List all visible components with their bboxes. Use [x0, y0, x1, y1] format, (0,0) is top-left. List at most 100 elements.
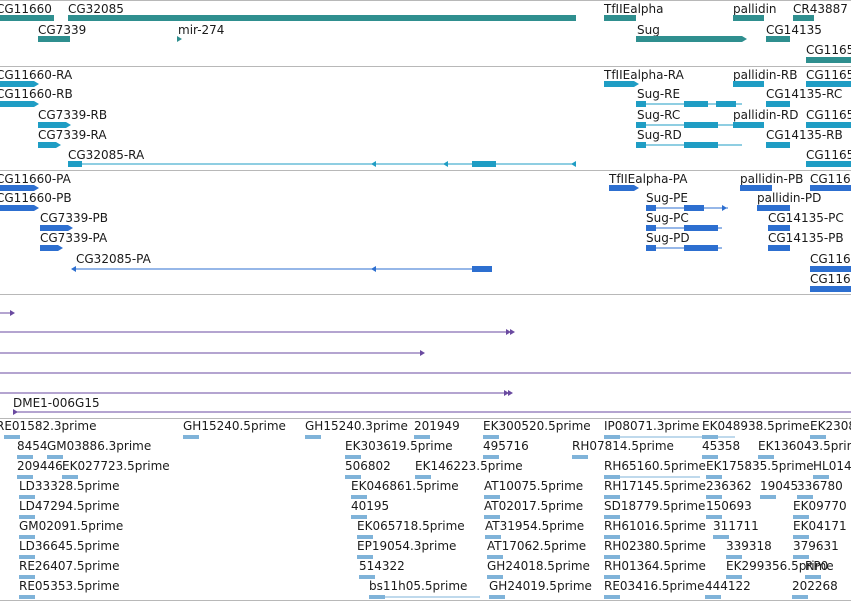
- est-label[interactable]: 311711: [713, 519, 759, 533]
- est-label[interactable]: RH01364.5prime: [604, 559, 706, 573]
- est-label[interactable]: RH17145.5prime: [604, 479, 706, 493]
- protein-label[interactable]: CG116: [810, 272, 851, 286]
- est-label[interactable]: HL014: [813, 459, 851, 473]
- mrna-label[interactable]: CG14135-RC: [766, 87, 843, 101]
- est-label[interactable]: GH15240.3prime: [305, 419, 408, 433]
- est-label[interactable]: LD33328.5prime: [19, 479, 120, 493]
- est-label[interactable]: 150693: [706, 499, 752, 513]
- protein-label[interactable]: Sug-PC: [646, 211, 689, 225]
- mrna-label[interactable]: Sug-RE: [637, 87, 681, 101]
- mrna-label[interactable]: pallidin-RB: [733, 68, 798, 82]
- est-label[interactable]: 40195: [351, 499, 390, 513]
- est-label[interactable]: RP0: [805, 559, 829, 573]
- protein-label[interactable]: CG116: [810, 172, 851, 186]
- est-label[interactable]: 45358: [702, 439, 741, 453]
- est-label[interactable]: EK303619.5prime: [345, 439, 453, 453]
- mrna-label[interactable]: TfIIEalpha-RA: [604, 68, 684, 82]
- mrna-label[interactable]: CG7339-RB: [38, 108, 108, 122]
- gene-label[interactable]: Sug: [637, 23, 660, 37]
- gene-label[interactable]: CG1165: [806, 43, 851, 57]
- est-label[interactable]: 336780: [797, 479, 843, 493]
- est-label[interactable]: RE26407.5prime: [19, 559, 120, 573]
- est-label[interactable]: EK04171: [793, 519, 847, 533]
- est-label[interactable]: 209446: [17, 459, 63, 473]
- est-label[interactable]: 8454: [17, 439, 48, 453]
- est-label[interactable]: RH02380.5prime: [604, 539, 706, 553]
- clone-label[interactable]: DME1-006G15: [13, 396, 100, 410]
- protein-label[interactable]: Sug-PD: [646, 231, 690, 245]
- est-label[interactable]: SD18779.5prime: [604, 499, 706, 513]
- est-label[interactable]: EK09770: [793, 499, 847, 513]
- est-label[interactable]: 236362: [706, 479, 752, 493]
- est-label[interactable]: IP08071.3prime: [604, 419, 700, 433]
- protein-label[interactable]: Sug-PE: [646, 191, 688, 205]
- mrna-label[interactable]: CG32085-RA: [68, 148, 145, 162]
- est-label[interactable]: EK136043.5prime: [758, 439, 851, 453]
- protein-label[interactable]: pallidin-PD: [757, 191, 822, 205]
- est-label[interactable]: RH65160.5prime: [604, 459, 706, 473]
- est-label[interactable]: RE05353.5prime: [19, 579, 120, 593]
- est-label[interactable]: GH24019.5prime: [489, 579, 592, 593]
- est-label[interactable]: GM03886.3prime: [47, 439, 152, 453]
- est-label[interactable]: 444122: [705, 579, 751, 593]
- est-label[interactable]: EK027723.5prime: [62, 459, 170, 473]
- gene-label[interactable]: TfIIEalpha: [604, 2, 664, 16]
- protein-label[interactable]: TfIIEalpha-PA: [609, 172, 688, 186]
- protein-label[interactable]: CG7339-PA: [40, 231, 108, 245]
- gene-label[interactable]: pallidin: [733, 2, 777, 16]
- gene-label[interactable]: mir-274: [178, 23, 225, 37]
- est-label[interactable]: EK046861.5prime: [351, 479, 459, 493]
- est-label[interactable]: RH61016.5prime: [604, 519, 706, 533]
- mrna-label[interactable]: pallidin-RD: [733, 108, 799, 122]
- est-label[interactable]: EK065718.5prime: [357, 519, 465, 533]
- gene-label[interactable]: CG11660: [0, 2, 52, 16]
- mrna-label[interactable]: CG11660-RA: [0, 68, 73, 82]
- protein-label[interactable]: pallidin-PB: [740, 172, 804, 186]
- mrna-label[interactable]: CG7339-RA: [38, 128, 107, 142]
- est-label[interactable]: LD36645.5prime: [19, 539, 120, 553]
- est-label[interactable]: AT02017.5prime: [484, 499, 584, 513]
- est-label[interactable]: EK146223.5prime: [415, 459, 523, 473]
- est-label[interactable]: AT31954.5prime: [485, 519, 585, 533]
- est-label[interactable]: GM02091.5prime: [19, 519, 124, 533]
- mrna-label[interactable]: Sug-RD: [637, 128, 682, 142]
- est-label[interactable]: RE03416.5prime: [604, 579, 705, 593]
- est-label[interactable]: GH15240.5prime: [183, 419, 286, 433]
- mrna-label[interactable]: CG1165: [806, 108, 851, 122]
- mrna-label[interactable]: CG1165: [806, 148, 851, 162]
- mrna-label[interactable]: Sug-RC: [637, 108, 681, 122]
- mrna-label[interactable]: CG14135-RB: [766, 128, 843, 142]
- gene-label[interactable]: CG7339: [38, 23, 87, 37]
- est-label[interactable]: EP19054.3prime: [357, 539, 457, 553]
- est-label[interactable]: AT10075.5prime: [484, 479, 584, 493]
- gene-label[interactable]: CG14135: [766, 23, 822, 37]
- gene-label[interactable]: CG32085: [68, 2, 124, 16]
- protein-label[interactable]: CG14135-PC: [768, 211, 844, 225]
- protein-label[interactable]: CG11660-PA: [0, 172, 71, 186]
- est-label[interactable]: RE01582.3prime: [0, 419, 97, 433]
- protein-label[interactable]: CG11660-PB: [0, 191, 72, 205]
- protein-label[interactable]: CG116: [810, 252, 851, 266]
- est-label[interactable]: bs11h05.5prime: [369, 579, 468, 593]
- protein-label[interactable]: CG7339-PB: [40, 211, 109, 225]
- est-label[interactable]: RH07814.5prime: [572, 439, 674, 453]
- protein-label[interactable]: CG14135-PB: [768, 231, 844, 245]
- est-label[interactable]: EK048938.5prime: [702, 419, 810, 433]
- gene-label[interactable]: CR43887: [793, 2, 848, 16]
- est-label[interactable]: 506802: [345, 459, 391, 473]
- mrna-label[interactable]: CG1165: [806, 68, 851, 82]
- est-label[interactable]: 201949: [414, 419, 460, 433]
- est-label[interactable]: 339318: [726, 539, 772, 553]
- est-label[interactable]: EK299356.5prime: [726, 559, 834, 573]
- est-label[interactable]: EK175835.5prime: [706, 459, 814, 473]
- est-label[interactable]: 379631: [793, 539, 839, 553]
- est-label[interactable]: EK300520.5prime: [483, 419, 591, 433]
- est-label[interactable]: 202268: [792, 579, 838, 593]
- est-label[interactable]: 495716: [483, 439, 529, 453]
- est-label[interactable]: AT17062.5prime: [487, 539, 587, 553]
- protein-label[interactable]: CG32085-PA: [76, 252, 151, 266]
- est-label[interactable]: 19045: [760, 479, 799, 493]
- est-label[interactable]: LD47294.5prime: [19, 499, 120, 513]
